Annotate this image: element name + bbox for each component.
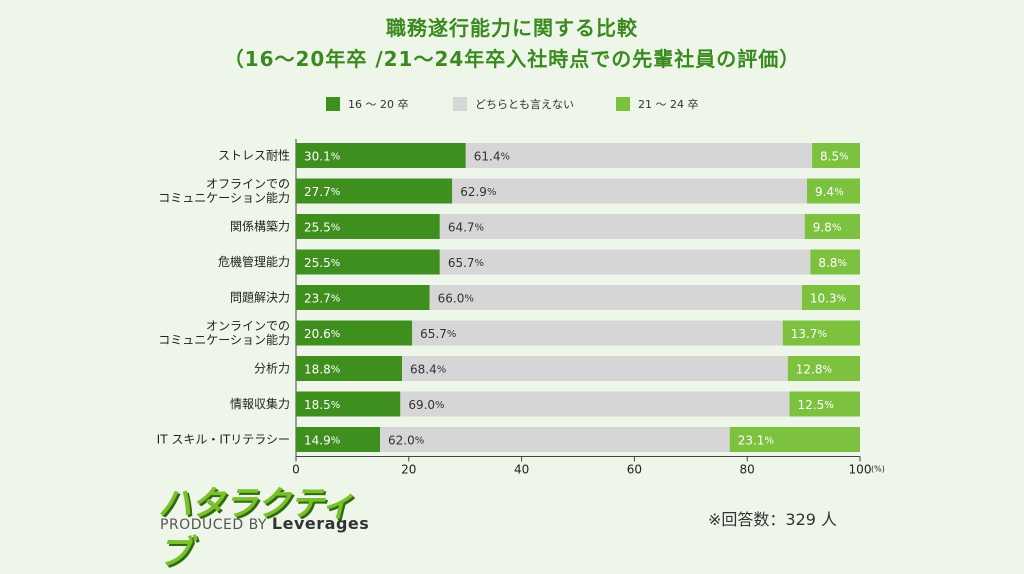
data-label-21-24: 12.5% [798,398,834,412]
data-label-21-24: 8.8% [818,256,847,270]
legend-swatch-neutral [453,97,467,111]
bar-segment-16-20 [296,178,453,204]
category-label: 関係構築力 [230,219,290,234]
data-label-neutral: 62.0% [388,433,424,447]
data-label-16-20: 18.5% [304,398,340,412]
data-label-21-24: 9.8% [813,220,842,234]
data-label-16-20: 25.5% [304,220,340,234]
data-label-21-24: 13.7% [791,327,827,341]
chart-subtitle: （16～20年卒 /21～24年卒入社時点での先輩社員の評価） [223,47,801,71]
x-tick-label: 20 [401,463,416,477]
bar-segment-16-20 [296,427,381,452]
legend-item-neutral: どちらとも言えない [453,96,574,112]
legend-swatch-21-24 [616,97,630,111]
produced-by: PRODUCED BY Leverages [160,514,369,533]
legend-label-21-24: 21 ～ 24 卒 [638,98,699,111]
data-label-21-24: 23.1% [738,433,774,447]
bar-segment-21-24 [789,391,860,417]
category-label: 情報収集力 [230,396,290,411]
bar-segment-neutral [439,249,811,275]
category-label: オフラインでのコミュニケーション能力 [158,177,290,205]
bar-segment-neutral [465,143,813,168]
data-label-neutral: 65.7% [448,256,484,270]
chart-title: 職務遂行能力に関する比較 [386,16,638,40]
data-label-neutral: 62.9% [460,185,496,199]
bar-segment-21-24 [801,285,860,310]
bar-segment-16-20 [296,214,440,239]
x-tick-label: 80 [740,463,755,477]
data-label-21-24: 8.5% [820,149,849,163]
bar-segment-21-24 [810,249,860,275]
bar-segment-neutral [412,320,783,346]
legend-item-16-20: 16 ～ 20 卒 [326,96,408,112]
category-label: 危機管理能力 [218,254,290,269]
bar-segment-neutral [380,427,730,452]
bar-segment-21-24 [806,178,860,204]
bar-segment-16-20 [296,391,401,417]
bar-segment-neutral [402,356,788,381]
category-label: 問題解決力 [230,291,290,305]
brand-logo: ハタラクティブ PRODUCED BY Leverages [150,474,370,573]
bar-segment-neutral [452,178,807,204]
legend-label-16-20: 16 ～ 20 卒 [348,98,409,111]
data-label-neutral: 68.4% [410,362,446,376]
bar-segment-21-24 [782,320,860,346]
legend-item-21-24: 21 ～ 24 卒 [616,96,698,112]
bar-segment-16-20 [296,143,466,168]
data-label-neutral: 69.0% [408,398,444,412]
category-label: オンラインでのコミュニケーション能力 [158,319,290,347]
bar-segment-21-24 [729,427,860,452]
bar-segment-16-20 [296,285,430,310]
data-label-neutral: 61.4% [474,149,510,163]
bar-segment-21-24 [804,214,860,239]
data-label-16-20: 14.9% [304,433,340,447]
legend-swatch-16-20 [326,97,340,111]
data-label-21-24: 12.8% [796,362,832,376]
x-axis-unit: (%) [871,465,885,474]
x-tick-label: 60 [627,463,642,477]
bar-segment-16-20 [296,356,403,381]
bar-segment-16-20 [296,249,440,275]
legend: 16 ～ 20 卒 どちらとも言えない 21 ～ 24 卒 [0,96,1024,112]
data-label-16-20: 20.6% [304,327,340,341]
bar-segment-16-20 [296,320,413,346]
bar-segment-neutral [439,214,805,239]
x-tick-label: 100 [849,463,872,477]
x-tick-label: 0 [292,463,300,477]
data-label-16-20: 18.8% [304,362,340,376]
brand-name: Leverages [271,514,370,533]
data-label-neutral: 64.7% [448,220,484,234]
response-count-note: ※回答数：329 人 [708,510,838,529]
data-label-16-20: 27.7% [304,185,340,199]
data-label-16-20: 25.5% [304,256,340,270]
x-tick-label: 40 [514,463,529,477]
bar-segment-neutral [400,391,790,417]
category-label: 分析力 [254,362,290,376]
data-label-21-24: 10.3% [810,291,846,305]
produced-by-label: PRODUCED BY [160,517,267,533]
legend-label-neutral: どちらとも言えない [475,98,574,111]
stacked-bar-chart: ストレス耐性 30.1% 61.4% 8.5% オフラインでのコミュニケーション能力 27… [157,139,885,477]
data-label-16-20: 23.7% [304,291,340,305]
bar-segment-21-24 [787,356,860,381]
data-label-16-20: 30.1% [304,149,340,163]
category-label: IT スキル・ITリテラシー [157,433,290,447]
data-label-neutral: 66.0% [438,291,474,305]
bar-segment-21-24 [812,143,860,168]
data-label-21-24: 9.4% [815,185,844,199]
category-label: ストレス耐性 [218,149,290,163]
bar-segment-neutral [429,285,802,310]
data-label-neutral: 65.7% [420,327,456,341]
